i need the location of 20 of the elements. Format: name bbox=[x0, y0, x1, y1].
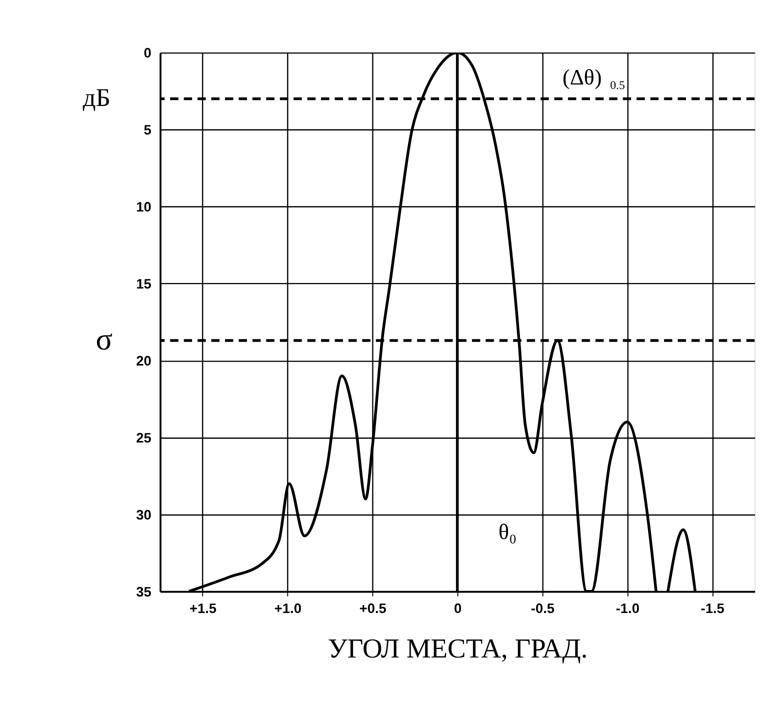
y-tick-label: 35 bbox=[136, 584, 152, 600]
x-tick-label: -1.0 bbox=[616, 600, 640, 616]
x-axis-title: УГОЛ МЕСТА, ГРАД. bbox=[328, 634, 588, 664]
y-tick-label: 5 bbox=[144, 122, 152, 138]
y-tick-label: 30 bbox=[136, 507, 152, 522]
y-tick-label: 0 bbox=[144, 46, 152, 61]
y-tick-label: 10 bbox=[136, 200, 152, 215]
y-tick-label: 15 bbox=[136, 276, 152, 292]
ref-line-label: σ bbox=[96, 322, 113, 357]
y-tick-label: 25 bbox=[136, 430, 152, 446]
x-tick-label: +1.5 bbox=[189, 600, 217, 616]
y-axis-title: дБ bbox=[82, 83, 111, 112]
x-tick-label: -0.5 bbox=[530, 600, 555, 616]
x-tick-label: +0.5 bbox=[359, 600, 387, 616]
annotation: (Δθ)0.5 bbox=[562, 64, 625, 92]
annotation: θ₀ bbox=[498, 519, 517, 544]
x-tick-label: +1.0 bbox=[274, 600, 302, 616]
x-tick-label: 0 bbox=[454, 600, 462, 616]
y-tick-label: 20 bbox=[136, 353, 152, 368]
x-tick-label: -1.5 bbox=[700, 600, 725, 616]
